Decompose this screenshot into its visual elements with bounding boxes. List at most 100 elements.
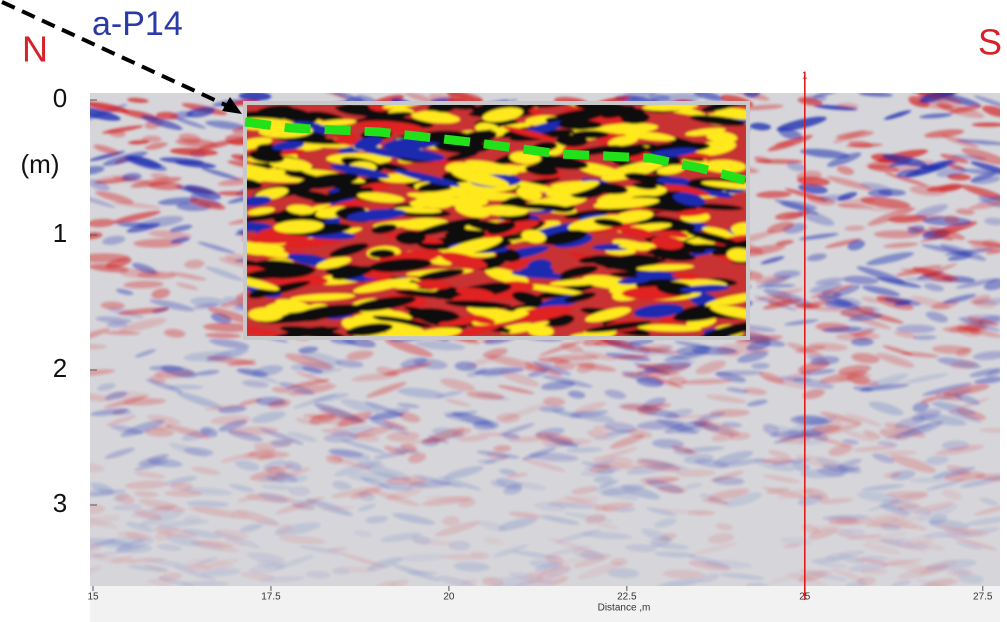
texture-stripe (904, 277, 946, 282)
texture-stripe (822, 326, 862, 333)
texture-stripe (894, 331, 918, 339)
texture-stripe (427, 103, 461, 114)
texture-stripe (702, 226, 733, 237)
texture-stripe (797, 97, 823, 106)
texture-stripe (173, 565, 217, 581)
texture-stripe (542, 230, 587, 245)
texture-stripe (646, 507, 677, 516)
left-label: N (22, 29, 48, 70)
texture-stripe (847, 239, 865, 251)
texture-stripe (447, 196, 488, 208)
texture-stripe (810, 356, 840, 366)
texture-stripe (925, 455, 949, 465)
texture-stripe (638, 458, 689, 471)
texture-stripe (329, 164, 390, 179)
texture-stripe (909, 477, 946, 483)
texture-stripe (400, 443, 417, 453)
x-tick-label: 20 (443, 592, 455, 603)
texture-stripe (610, 434, 645, 449)
texture-stripe (411, 535, 432, 545)
texture-stripe (434, 520, 481, 537)
texture-stripe (411, 111, 460, 124)
texture-stripe (581, 351, 616, 361)
texture-stripe (705, 394, 747, 403)
texture-stripe (912, 402, 930, 412)
texture-stripe (971, 122, 1000, 127)
texture-stripe (90, 218, 115, 228)
texture-stripe (247, 451, 290, 459)
texture-stripe (532, 361, 571, 376)
texture-stripe (146, 578, 174, 586)
texture-stripe (184, 184, 222, 200)
texture-stripe (809, 283, 843, 294)
texture-stripe (845, 534, 882, 540)
texture-stripe (278, 535, 326, 545)
texture-stripe (949, 360, 978, 369)
texture-stripe (182, 528, 222, 539)
texture-stripe (346, 350, 374, 361)
texture-stripe (574, 362, 617, 372)
texture-stripe (861, 484, 904, 491)
texture-stripe (627, 428, 652, 439)
texture-stripe (134, 491, 159, 498)
texture-stripe (318, 407, 366, 424)
texture-stripe (935, 392, 963, 401)
texture-stripe (140, 510, 184, 526)
texture-stripe (356, 94, 377, 103)
texture-stripe (548, 354, 599, 362)
texture-stripe (701, 180, 748, 190)
texture-stripe (112, 492, 129, 502)
texture-stripe (883, 242, 919, 248)
texture-stripe (656, 578, 703, 586)
texture-stripe (236, 368, 269, 377)
texture-stripe (953, 570, 971, 575)
texture-stripe (872, 453, 895, 464)
texture-stripe (601, 160, 665, 182)
texture-stripe (729, 432, 751, 441)
texture-stripe (672, 272, 700, 281)
texture-stripe (705, 292, 748, 307)
texture-stripe (730, 222, 748, 236)
texture-stripe (747, 399, 768, 407)
texture-stripe (947, 253, 973, 261)
texture-stripe (701, 498, 730, 505)
texture-stripe (866, 252, 914, 266)
texture-stripe (116, 288, 134, 296)
texture-stripe (935, 444, 984, 455)
texture-stripe (144, 428, 175, 437)
texture-stripe (920, 164, 940, 170)
texture-stripe (686, 230, 741, 246)
texture-stripe (775, 240, 794, 246)
texture-stripe (982, 105, 1000, 118)
texture-stripe (511, 291, 543, 306)
texture-stripe (335, 359, 364, 368)
texture-stripe (299, 545, 347, 555)
texture-stripe (444, 229, 486, 240)
texture-stripe (512, 305, 573, 322)
texture-stripe (542, 375, 593, 388)
texture-stripe (848, 313, 883, 322)
texture-stripe (145, 378, 183, 393)
texture-stripe (366, 115, 434, 128)
texture-stripe (568, 390, 586, 399)
texture-stripe (292, 393, 339, 409)
texture-stripe (916, 541, 945, 551)
texture-stripe (328, 449, 364, 457)
texture-stripe (205, 332, 242, 339)
texture-stripe (825, 419, 843, 429)
texture-stripe (637, 324, 702, 332)
texture-stripe (527, 368, 549, 378)
texture-stripe (90, 195, 116, 208)
texture-stripe (284, 353, 333, 370)
texture-stripe (957, 317, 1000, 332)
texture-stripe (800, 468, 848, 479)
texture-stripe (828, 444, 853, 456)
texture-stripe (366, 381, 407, 398)
texture-stripe (341, 439, 386, 454)
texture-stripe (860, 196, 911, 209)
texture-stripe (919, 113, 953, 119)
texture-stripe (319, 119, 357, 127)
texture-stripe (414, 217, 480, 236)
texture-stripe (674, 341, 712, 349)
texture-stripe (862, 285, 901, 297)
